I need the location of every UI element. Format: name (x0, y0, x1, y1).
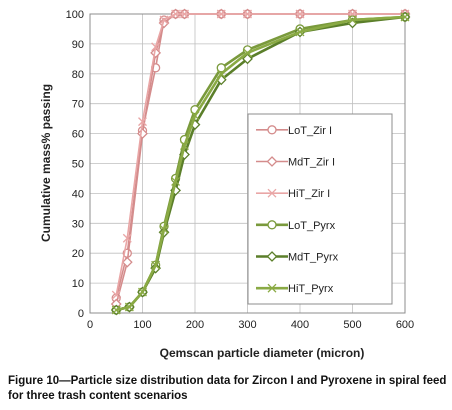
data-point (242, 53, 253, 65)
plot-area (110, 8, 411, 316)
y-tick-label: 100 (66, 9, 84, 21)
legend-label: LoT_Zir I (288, 125, 332, 137)
data-point (111, 290, 121, 300)
data-point-stroke (138, 287, 147, 297)
chart: 0 100 200 300 400 500 600 0 10 20 30 40 50 60 70 80 90 10… (39, 8, 415, 360)
data-point (190, 111, 200, 121)
data-point-stroke (243, 9, 252, 19)
legend-marker (266, 156, 278, 167)
y-tick-label: 90 (72, 39, 84, 51)
data-point (151, 42, 161, 52)
data-point (243, 48, 252, 58)
legend-label: LoT_Pyrx (288, 220, 336, 232)
legend-label: MdT_Zir I (288, 157, 335, 169)
data-point (138, 287, 147, 297)
data-point (180, 141, 189, 151)
data-point (400, 12, 410, 22)
y-tick-label: 0 (78, 308, 84, 320)
legend-marker-stroke (267, 283, 277, 293)
data-point (159, 224, 169, 234)
y-tick-label: 70 (72, 99, 84, 111)
data-point-stroke (151, 260, 161, 270)
legend-entry: MdT_Zir I (256, 156, 335, 169)
legend-label: HiT_Zir I (288, 188, 330, 200)
data-point (171, 9, 181, 19)
legend-marker (267, 188, 277, 198)
data-point (151, 260, 161, 270)
x-tick-label: 0 (87, 319, 93, 331)
y-tick-label: 40 (72, 188, 84, 200)
x-tick-label: 300 (238, 319, 256, 331)
data-point (121, 256, 133, 268)
x-tick-label: 400 (291, 319, 309, 331)
data-point-stroke (295, 9, 305, 19)
legend-entry: HiT_Pyrx (256, 283, 334, 295)
legend-label: HiT_Pyrx (288, 283, 334, 295)
data-point-stroke (111, 305, 121, 315)
data-point (171, 176, 181, 186)
data-point-stroke (171, 9, 181, 19)
data-point (216, 69, 226, 79)
legend-marker-stroke (267, 188, 277, 198)
data-point (124, 302, 134, 312)
legend-entry: LoT_Zir I (256, 125, 332, 137)
data-point-stroke (180, 9, 189, 19)
legend-entry: LoT_Pyrx (256, 220, 336, 232)
data-point-stroke (348, 15, 357, 25)
x-tick-label: 500 (343, 319, 361, 331)
x-axis-title: Qemscan particle diameter (micron) (160, 346, 365, 360)
data-point (111, 305, 121, 315)
legend-label: MdT_Pyrx (288, 252, 339, 264)
data-point-stroke (216, 9, 226, 19)
y-tick-label: 80 (72, 69, 84, 81)
x-tick-label: 200 (186, 319, 204, 331)
data-point-stroke (171, 176, 181, 186)
legend-marker (267, 220, 277, 230)
data-point-stroke (159, 224, 169, 234)
legend-marker (267, 283, 277, 293)
data-point (243, 9, 252, 19)
data-point-stroke (138, 117, 147, 127)
data-point-stroke (400, 12, 410, 22)
legend-marker (267, 125, 277, 135)
data-point-stroke (216, 69, 226, 79)
tick-labels: 0 100 200 300 400 500 600 0 10 20 30 40 50 60 70 80 90 10… (66, 9, 415, 331)
y-tick-label: 50 (72, 159, 84, 171)
data-point-stroke (295, 27, 305, 37)
data-point-stroke (159, 15, 169, 25)
y-tick-label: 60 (72, 129, 84, 141)
x-tick-label: 600 (396, 319, 414, 331)
data-point-stroke (243, 48, 252, 58)
data-point (295, 27, 305, 37)
data-point-stroke (180, 141, 189, 151)
legend: LoT_Zir I MdT_Zir I HiT_Zir I LoT_Pyrx MdT_P… (247, 113, 393, 305)
series-line (115, 13, 405, 296)
data-point (216, 63, 226, 73)
legend-entry: HiT_Zir I (256, 188, 330, 200)
data-point-stroke (190, 111, 200, 121)
data-point (159, 15, 169, 25)
data-point-stroke (151, 42, 161, 52)
data-point-stroke (111, 290, 121, 300)
data-point (122, 233, 132, 243)
y-tick-label: 30 (72, 218, 84, 230)
data-point (138, 117, 147, 127)
data-point-stroke (122, 233, 132, 243)
x-tick-label: 100 (133, 319, 151, 331)
y-tick-label: 10 (72, 278, 84, 290)
data-point-stroke (124, 302, 134, 312)
data-point (180, 9, 189, 19)
data-point (216, 9, 226, 19)
data-point (348, 15, 357, 25)
y-axis-title: Cumulative mass% passing (39, 84, 53, 242)
legend-entry: MdT_Pyrx (256, 251, 339, 264)
series-hit-pyrx (111, 12, 410, 315)
figure-caption: Figure 10—Particle size distribution dat… (8, 375, 447, 402)
legend-marker (266, 251, 278, 262)
legend-box (247, 113, 393, 305)
data-point (295, 9, 305, 19)
y-tick-label: 20 (72, 248, 84, 260)
